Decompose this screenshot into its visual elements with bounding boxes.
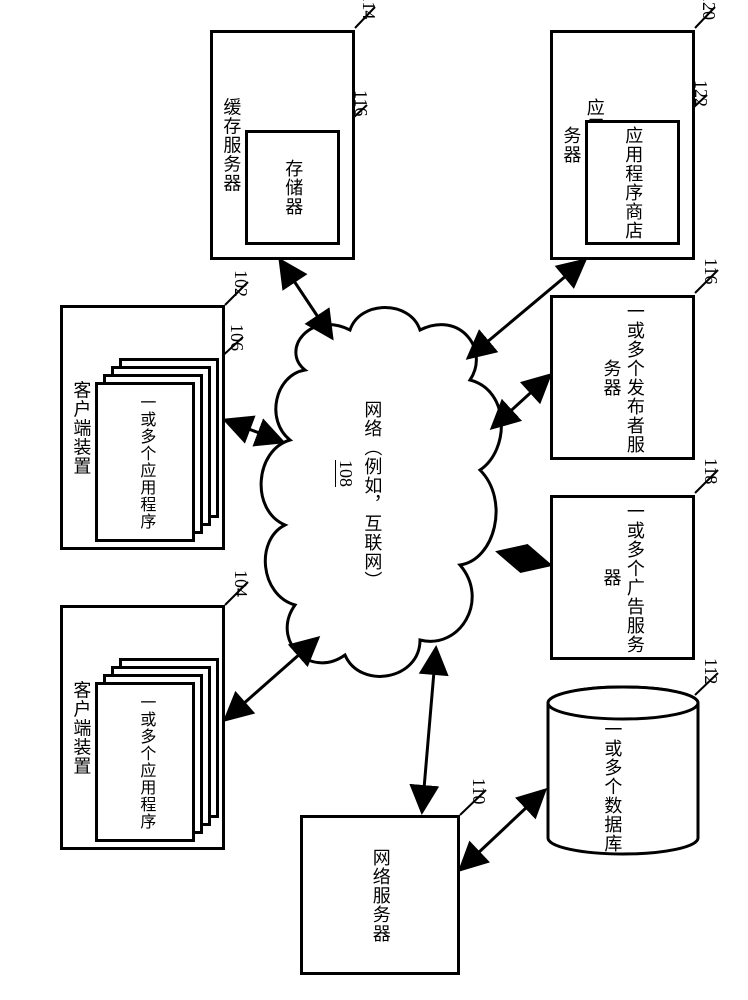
cloud-label: 网络（例如，互联网） xyxy=(360,400,383,590)
ref-106: 106 xyxy=(226,324,247,356)
ad-server-label: 一或多个广告服务器 xyxy=(599,498,646,657)
client2-label: 客户端装置 xyxy=(69,680,92,775)
storage-label: 存储器 xyxy=(281,159,304,216)
ref-114: 114 xyxy=(358,0,379,24)
database-label: 一或多个数据库 xyxy=(600,720,623,853)
app-store-box: 应用程序商店 xyxy=(585,120,680,245)
app-store-label: 应用程序商店 xyxy=(621,126,644,240)
ref-112: 112 xyxy=(700,658,721,689)
ref-120: 120 xyxy=(698,0,719,25)
cloud-ref: 108 xyxy=(335,460,356,487)
network-server-box: 网络服务器 xyxy=(300,815,460,975)
ref-116-storage: 116 xyxy=(350,90,371,121)
ref-118: 118 xyxy=(700,458,721,489)
publisher-server-label: 一或多个发布者服务器 xyxy=(599,298,646,457)
database-label-wrap: 一或多个数据库 xyxy=(600,720,623,853)
ref-110: 110 xyxy=(468,778,489,809)
ref-122: 122 xyxy=(690,80,711,112)
client1-apps-label: 一或多个应用程序 xyxy=(135,394,156,530)
client2-apps-label: 一或多个应用程序 xyxy=(135,694,156,830)
cache-server-label: 缓存服务器 xyxy=(219,98,242,193)
client1-label: 客户端装置 xyxy=(69,380,92,475)
network-server-label: 网络服务器 xyxy=(368,848,391,943)
ref-116-pub: 116 xyxy=(700,258,721,289)
ref-104: 104 xyxy=(230,570,251,602)
ad-server-box: 一或多个广告服务器 xyxy=(550,495,695,660)
ref-102: 102 xyxy=(230,270,251,302)
publisher-server-box: 一或多个发布者服务器 xyxy=(550,295,695,460)
storage-box: 存储器 xyxy=(245,130,340,245)
